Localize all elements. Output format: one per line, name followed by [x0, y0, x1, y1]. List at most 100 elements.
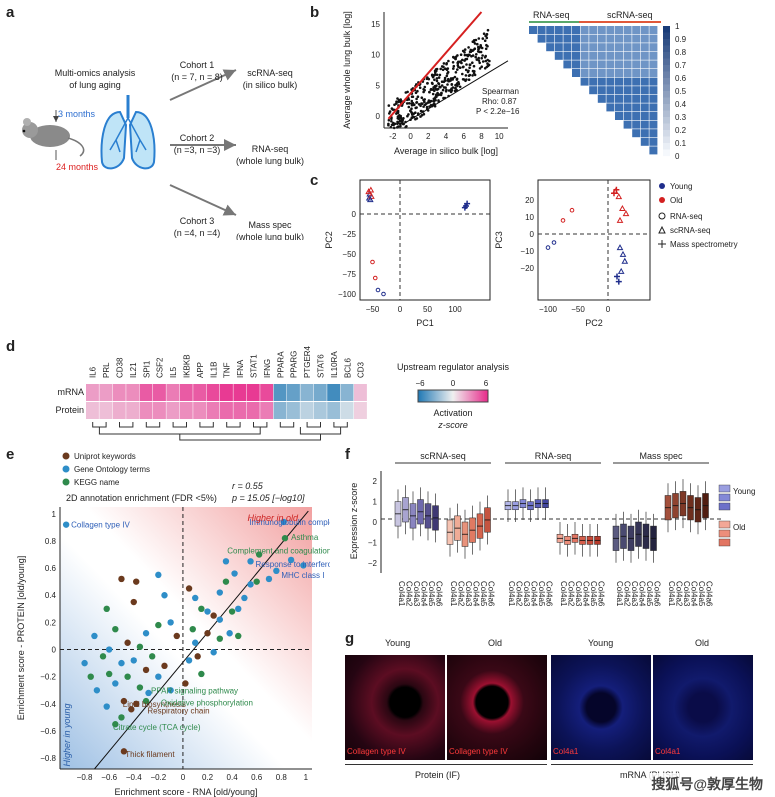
f-gene-label: Col4a3 — [412, 581, 421, 607]
scatter-point — [410, 107, 413, 110]
f-gene-label: Col4a1 — [667, 581, 676, 607]
scatter-point — [440, 65, 444, 68]
panel-a-figure: Multi-omics analysis of lung aging 3 mon… — [22, 60, 304, 240]
c2-ytick: 0 — [530, 230, 535, 239]
f-gene-label: Col4a3 — [522, 581, 531, 607]
scatter-point — [471, 69, 475, 73]
enrichment-point — [287, 556, 295, 564]
scatter-point — [446, 72, 449, 75]
heatmap-cell — [632, 34, 641, 43]
correlation-heatmap — [529, 26, 658, 155]
scatter-point — [420, 96, 424, 99]
scatter-point — [436, 87, 440, 91]
enrichment-point — [280, 518, 287, 526]
scatter-point — [429, 88, 433, 91]
enrichment-label: Oxidative phosphorylation — [161, 698, 253, 707]
scatter-point — [421, 102, 424, 105]
enrichment-point — [161, 662, 168, 670]
protein-cell — [260, 402, 274, 419]
enrichment-label: Lipid biosynthesis — [123, 700, 186, 709]
gene-label: STAT6 — [317, 354, 326, 378]
colorbar-segment — [663, 123, 670, 131]
panel-f-boxplots: Expression z-score 2 1 0 −1 −2 scRNA-seq RNA-… — [349, 451, 755, 607]
mrna-cell — [153, 384, 166, 401]
scatter-point — [433, 89, 436, 93]
heatmap-cell — [615, 77, 623, 86]
heatmap-cell — [649, 103, 658, 112]
protein-cell — [99, 402, 113, 419]
e-ytick: 0.2 — [45, 618, 57, 627]
scatter-point — [419, 109, 423, 113]
heatmap-cell — [632, 51, 641, 60]
heatmap-cell — [563, 26, 572, 34]
mrna-cell — [86, 384, 99, 401]
scatter-point — [452, 67, 455, 70]
enrichment-point — [241, 594, 248, 602]
protein-cell — [313, 402, 327, 419]
enrichment-point — [194, 653, 201, 660]
d-tick-min: −6 — [415, 379, 425, 388]
e-xtick: 0.8 — [276, 773, 288, 782]
g-stain-4: Col4a1 — [655, 747, 681, 756]
heatmap-cell — [606, 43, 615, 52]
scatter-point — [406, 90, 409, 94]
scatter-point — [452, 64, 456, 68]
heatmap-cell — [589, 26, 598, 34]
heatmap-cell — [597, 51, 606, 60]
scatter-point — [485, 43, 488, 47]
e-xtick: 0 — [181, 773, 186, 782]
legend-massspec-marker — [658, 240, 666, 248]
enrichment-point — [167, 687, 174, 694]
gene-label: PRL — [102, 362, 111, 378]
scatter-point — [411, 113, 414, 116]
enrichment-point — [216, 589, 224, 596]
enrichment-point — [112, 721, 119, 728]
enrichment-point — [265, 575, 273, 583]
heatmap-cell — [632, 103, 641, 112]
f-ytick: 1 — [373, 498, 378, 507]
scatter-point — [397, 98, 401, 102]
scatter-point — [434, 70, 437, 74]
enrichment-point — [155, 621, 162, 629]
enrichment-label: Citrate cycle (TCA cycle) — [113, 723, 201, 732]
c2-xlabel: PC2 — [585, 318, 603, 328]
panel-b-scatter: -2 0 2 4 6 8 10 0 5 10 15 Spearman Rho: 0.87 P < … — [342, 11, 520, 156]
legend-go: Gene Ontology terms — [74, 465, 150, 474]
scatter-point — [461, 78, 465, 81]
b-ytick: 5 — [376, 81, 381, 90]
heatmap-cell — [615, 86, 623, 95]
heatmap-cell — [640, 43, 649, 52]
enrichment-point — [118, 575, 125, 583]
pca-point — [464, 200, 471, 207]
colorbar-segment — [663, 78, 670, 85]
pca-point — [372, 275, 378, 281]
heatmap-cell — [623, 69, 632, 77]
enrichment-point — [228, 608, 236, 615]
scatter-point — [454, 86, 457, 90]
pca-point — [622, 210, 630, 217]
enrichment-point — [204, 608, 211, 615]
heatmap-cell — [649, 120, 658, 129]
scatter-point — [461, 72, 464, 76]
micrograph-plish-old: Col4a1 — [653, 655, 753, 760]
scatter-point — [442, 80, 446, 84]
pca-point — [615, 193, 623, 200]
panel-b-heatmap: RNA-seq scRNA-seq 0 0.1 0.2 0.3 0.4 0.5 0.6 0.7… — [529, 10, 687, 161]
e-stat-p: p = 15.05 [−log10] — [231, 493, 305, 503]
scatter-point — [415, 101, 418, 104]
scatter-point — [399, 124, 402, 128]
e-ytick: −0.2 — [40, 673, 56, 682]
scatter-point — [433, 96, 437, 100]
b-annotation-3: P < 2.2e−16 — [476, 107, 520, 116]
enrichment-label: MHC class I — [281, 571, 324, 580]
f-gene-label: Col4a5 — [479, 581, 488, 607]
scatter-point — [407, 102, 411, 105]
f-ytick: −2 — [368, 559, 378, 568]
colorbar-segment — [663, 104, 670, 111]
g-protein-label: Protein (IF) — [415, 770, 461, 780]
f-gene-label: Col4a6 — [597, 581, 606, 607]
heatmap-cell — [649, 77, 658, 86]
gene-label: IL10RA — [330, 351, 339, 378]
enrichment-point — [133, 700, 140, 708]
scatter-point — [459, 60, 463, 64]
